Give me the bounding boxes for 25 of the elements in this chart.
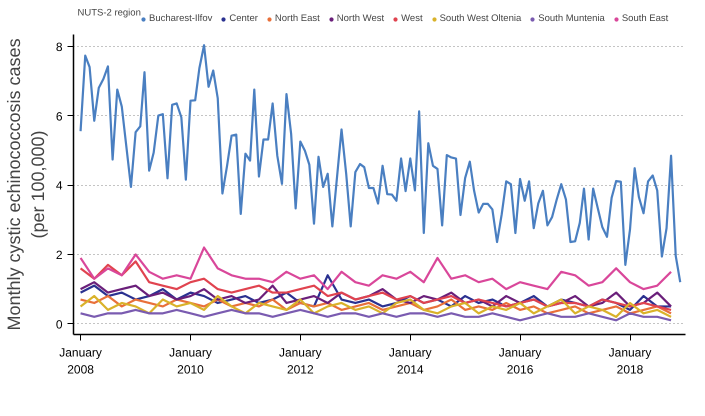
x-tick-label: January 2008 [59, 346, 102, 376]
legend-label: North West [336, 13, 384, 24]
legend-label: Center [229, 13, 258, 24]
x-tick-label: January 2010 [169, 346, 212, 376]
x-tick-label: January 2018 [608, 346, 652, 376]
y-tick-label: 0 [56, 317, 63, 332]
x-tick-label: January 2016 [498, 346, 542, 376]
legend-label: Bucharest-Ilfov [149, 13, 212, 24]
legend-label: South West Oltenia [440, 13, 522, 24]
line-series [79, 260, 672, 312]
y-tick-label: 4 [56, 178, 63, 193]
line-series [79, 308, 672, 322]
y-tick-label: 2 [56, 248, 63, 262]
x-tick-label: January 2012 [278, 346, 322, 376]
legend-label: South East [622, 13, 668, 24]
y-tick-label: 8 [56, 40, 63, 54]
y-tick-label: 6 [56, 109, 63, 124]
y-axis-title: Monthly cystic echinococcosis cases (per 100,000) [4, 38, 48, 331]
line-series [79, 44, 682, 284]
x-tick-label: January 2014 [388, 346, 432, 376]
legend-label: North East [274, 13, 320, 24]
legend-label: South Muntenia [538, 13, 605, 24]
line-series [79, 246, 672, 290]
legend-label: West [401, 13, 423, 24]
legend-title: NUTS-2 region [78, 8, 141, 18]
